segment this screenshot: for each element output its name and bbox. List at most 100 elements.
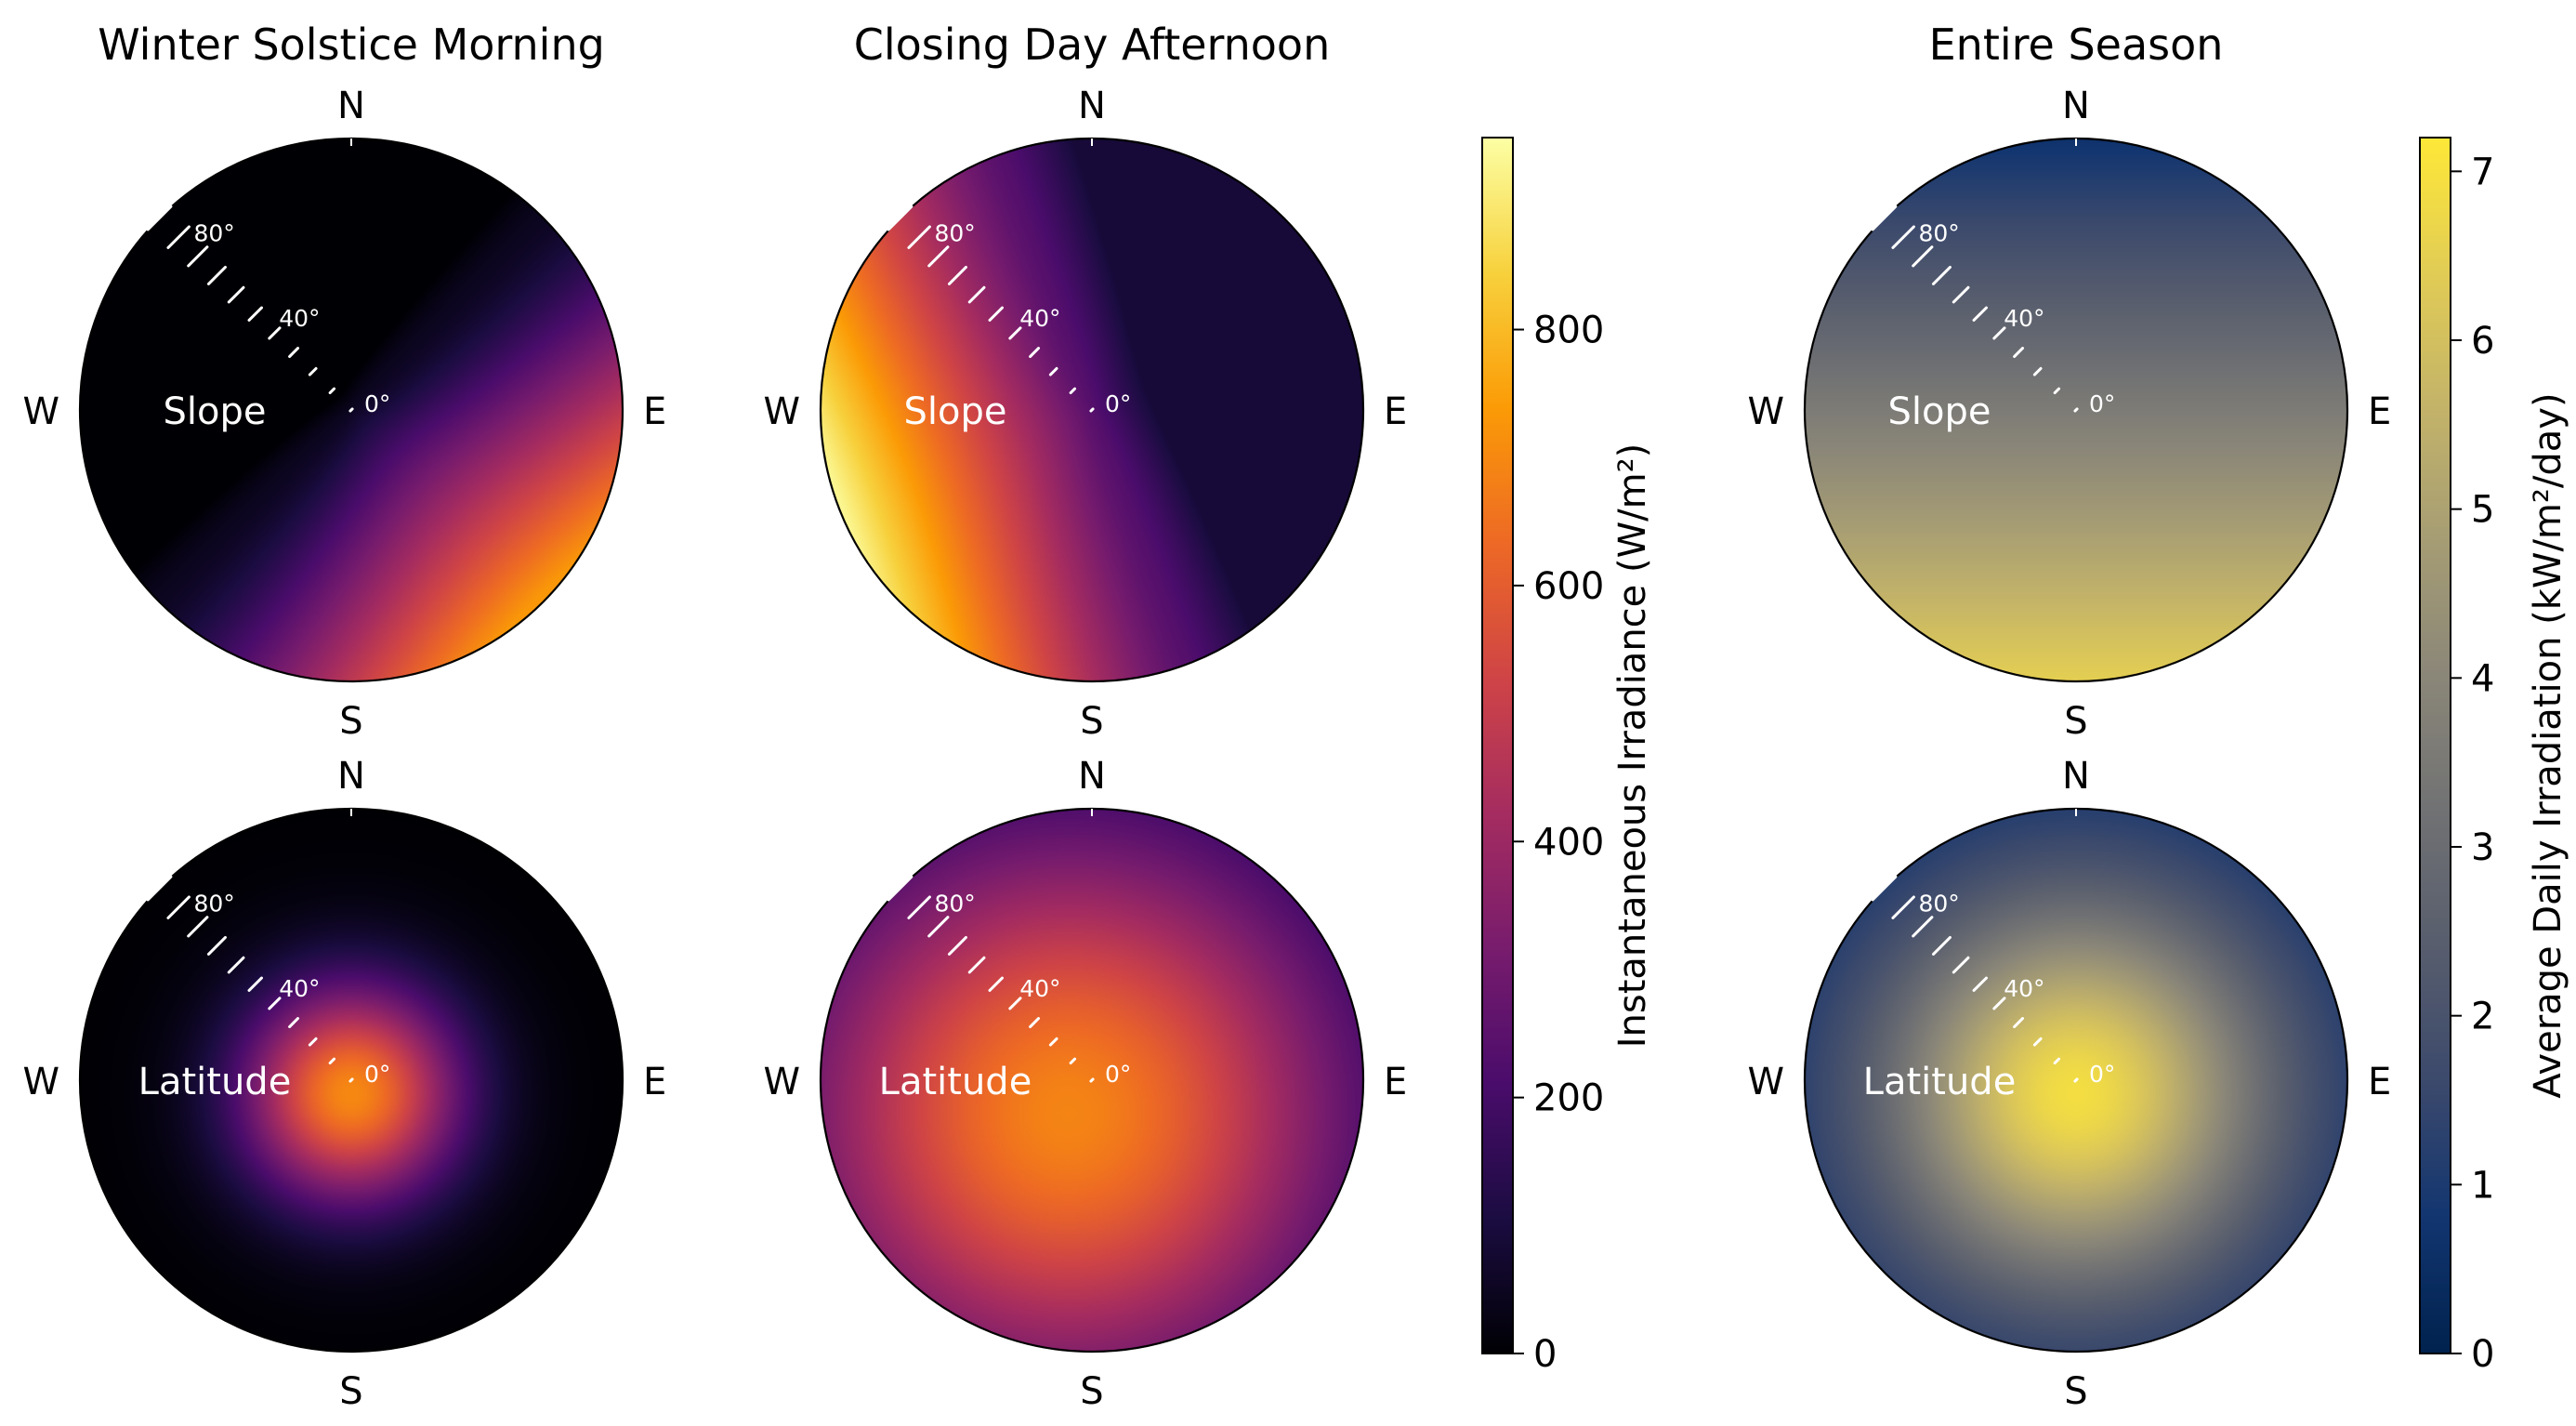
colorbar-label: Average Daily Irradiation (kW/m²/day) <box>2527 392 2569 1098</box>
radial-tick <box>206 935 227 956</box>
polar-panel-6: N E S W 80° 40° 0° Latitude <box>1747 755 2391 1413</box>
radial-tick <box>328 387 336 395</box>
radial-tick <box>1952 285 1970 304</box>
radial-tick <box>1891 225 1915 249</box>
colorbar-tick-label: 200 <box>1533 1077 1604 1120</box>
radial-tick-label: 80° <box>193 890 234 917</box>
compass-south-label: S <box>339 700 362 743</box>
angular-axis-label: Latitude <box>879 1061 1032 1103</box>
polar-panels: Winter Solstice Morning N E S W 80° 40° 0° Slope… <box>22 20 2391 1413</box>
radial-tick <box>1912 245 1934 268</box>
radial-tick <box>247 976 263 992</box>
compass-north-label: N <box>337 755 365 798</box>
panel-title: Closing Day Afternoon <box>854 20 1330 70</box>
radial-tick <box>288 347 300 359</box>
radial-tick <box>927 916 950 938</box>
compass-west-label: W <box>763 390 800 433</box>
radial-tick <box>1992 997 2006 1010</box>
radial-tick <box>1972 976 1988 992</box>
radial-tick <box>288 1017 300 1029</box>
colorbar-tick-label: 0 <box>2471 1333 2494 1376</box>
radial-tick <box>2053 387 2061 395</box>
polar-panel-4: N E S W 80° 40° 0° Latitude <box>22 755 666 1413</box>
radial-tick <box>2013 347 2025 359</box>
radial-tick-label: 80° <box>1918 219 1959 246</box>
radial-tick <box>308 366 318 376</box>
colorbar-gradient <box>1481 137 1514 1354</box>
radial-tick <box>927 245 950 268</box>
radial-tick <box>2053 1057 2061 1065</box>
compass-west-label: W <box>763 1061 800 1103</box>
radial-tick <box>348 407 354 413</box>
polar-panel-5: N E S W 80° 40° 0° Latitude <box>763 755 1407 1413</box>
radial-tick-label: 0° <box>1105 1061 1131 1088</box>
colorbar-tick-label: 5 <box>2471 489 2494 532</box>
compass-west-label: W <box>1747 1061 1784 1103</box>
radial-tick <box>1912 916 1934 938</box>
compass-north-label: N <box>1078 85 1106 127</box>
radial-tick <box>206 265 227 285</box>
radial-tick <box>1008 326 1022 340</box>
radial-tick <box>1089 1077 1095 1083</box>
radial-tick <box>2013 1017 2025 1029</box>
compass-south-label: S <box>2064 700 2087 743</box>
radial-tick <box>967 956 986 974</box>
angular-axis-label: Slope <box>164 390 267 433</box>
compass-east-label: E <box>643 390 666 433</box>
radial-tick <box>2032 1036 2043 1047</box>
radial-tick <box>887 875 913 902</box>
panel-title: Entire Season <box>1929 20 2224 70</box>
radial-tick <box>1069 1057 1077 1065</box>
radial-tick-label: 0° <box>364 390 390 417</box>
colorbar-tick-label: 3 <box>2471 826 2494 869</box>
radial-tick-label: 40° <box>2004 305 2044 332</box>
radial-tick <box>1931 265 1952 285</box>
radial-tick <box>907 225 931 249</box>
colorbars: 0 200 400 600 800 Instantaneous Irradiance (W… <box>1481 137 2569 1376</box>
colorbar-tick-label: 600 <box>1533 565 1604 608</box>
radial-tick <box>1008 997 1022 1010</box>
radial-tick-label: 40° <box>1019 975 1060 1002</box>
radial-tick <box>146 875 173 902</box>
radial-tick <box>947 265 967 285</box>
radial-tick <box>1069 387 1077 395</box>
radial-tick <box>268 326 282 340</box>
radial-tick <box>887 205 913 231</box>
colorbar-tick-label: 4 <box>2471 657 2494 700</box>
colorbar-irradiance: 0 200 400 600 800 Instantaneous Irradiance (W… <box>1481 137 1654 1376</box>
radial-tick <box>166 895 191 919</box>
compass-east-label: E <box>1384 1061 1407 1103</box>
radial-tick <box>227 956 245 974</box>
panel-title: Winter Solstice Morning <box>98 20 605 70</box>
radial-tick <box>328 1057 336 1065</box>
radial-tick <box>1871 875 1898 902</box>
radial-tick <box>227 285 245 304</box>
compass-east-label: E <box>2368 1061 2391 1103</box>
radial-tick <box>187 916 209 938</box>
radial-tick <box>1972 306 1988 322</box>
compass-west-label: W <box>1747 390 1784 433</box>
radial-tick <box>967 285 986 304</box>
radial-tick <box>308 1036 318 1047</box>
colorbar-label: Instantaneous Irradiance (W/m²) <box>1611 443 1654 1049</box>
radial-tick <box>2073 407 2079 413</box>
radial-tick <box>247 306 263 322</box>
colorbar-tick-label: 800 <box>1533 310 1604 352</box>
compass-east-label: E <box>643 1061 666 1103</box>
colorbar-tick-label: 1 <box>2471 1164 2494 1207</box>
radial-tick <box>1029 347 1041 359</box>
radial-tick <box>988 976 1004 992</box>
radial-tick <box>947 935 967 956</box>
polar-panel-1: Winter Solstice Morning N E S W 80° 40° 0° Slope <box>22 20 666 743</box>
colorbar-daily: 0 1 2 3 4 5 6 7 Average Daily Irradiation (kW/m²… <box>2419 137 2569 1376</box>
radial-tick-label: 80° <box>1918 890 1959 917</box>
polar-panel-3: Entire Season N E S W 80° 40° 0° Slope <box>1747 20 2391 743</box>
compass-south-label: S <box>2064 1370 2087 1413</box>
radial-tick-label: 80° <box>934 219 975 246</box>
radial-tick <box>988 306 1004 322</box>
radial-tick-label: 80° <box>193 219 234 246</box>
compass-north-label: N <box>2062 755 2090 798</box>
compass-south-label: S <box>1080 700 1103 743</box>
radial-tick <box>2073 1077 2079 1083</box>
